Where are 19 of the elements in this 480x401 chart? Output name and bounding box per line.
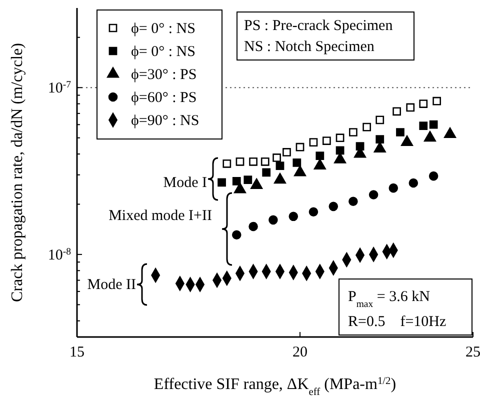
annotation: Mode I	[163, 175, 207, 191]
x-axis-title: Effective SIF range, ΔK$_{eff}$ (MPa-m$^{1/2}$)	[154, 376, 396, 398]
legend-label: ϕ=60° : PS	[131, 90, 197, 106]
y-tick-label: 10$^{-7}$	[48, 78, 72, 96]
y-tick-label: 10$^{-8}$	[48, 246, 72, 264]
annotation: P$_{max}$ = 3.6 kN	[348, 289, 430, 310]
legend-label: ϕ= 0° : NS	[131, 21, 196, 37]
annotation: NS : Notch Specimen	[244, 39, 375, 55]
y-axis-title: Crack propagation rate, da/dN (m/cycle)	[9, 43, 26, 302]
legend-label: ϕ= 0° : NS	[131, 44, 196, 60]
x-tick-label: 20	[292, 344, 308, 360]
annotation: Mode II	[87, 277, 136, 293]
legend-label: ϕ=30° : PS	[131, 67, 197, 83]
x-tick-label: 25	[466, 344, 480, 360]
x-tick-label: 15	[70, 344, 84, 360]
annotation: R=0.5 f=10Hz	[348, 314, 446, 330]
legend-label: ϕ=90° : NS	[131, 113, 200, 129]
annotation: PS : Pre-crack Specimen	[244, 18, 394, 34]
annotation: Mixed mode I+II	[108, 208, 212, 224]
